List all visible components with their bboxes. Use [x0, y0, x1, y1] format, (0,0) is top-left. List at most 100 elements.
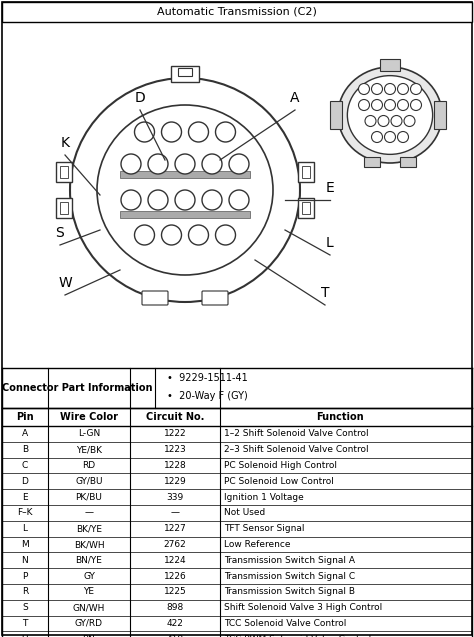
Text: 1223: 1223 — [164, 445, 186, 454]
Text: 898: 898 — [166, 603, 183, 612]
Text: Connector Part Information: Connector Part Information — [2, 383, 153, 393]
Circle shape — [162, 122, 182, 142]
Text: Transmission Switch Signal B: Transmission Switch Signal B — [224, 587, 355, 596]
Bar — [178, 68, 192, 76]
Ellipse shape — [347, 76, 433, 154]
Text: GY: GY — [83, 571, 95, 580]
Text: K: K — [61, 136, 70, 150]
Circle shape — [216, 225, 236, 245]
Text: D: D — [135, 91, 146, 105]
Text: 1–2 Shift Solenoid Valve Control: 1–2 Shift Solenoid Valve Control — [224, 429, 369, 438]
Text: PC Solenoid Low Control: PC Solenoid Low Control — [224, 477, 334, 486]
Text: L-GN: L-GN — [78, 429, 100, 438]
Text: Circuit No.: Circuit No. — [146, 412, 204, 422]
FancyBboxPatch shape — [142, 291, 168, 305]
Circle shape — [410, 83, 421, 94]
Text: A: A — [22, 429, 28, 438]
Circle shape — [189, 225, 209, 245]
Text: 339: 339 — [166, 492, 183, 501]
Text: TFT Sensor Signal: TFT Sensor Signal — [224, 524, 304, 533]
Text: 1228: 1228 — [164, 461, 186, 470]
Text: —: — — [84, 508, 93, 517]
Text: PK/BU: PK/BU — [75, 492, 102, 501]
Text: Transmission Switch Signal A: Transmission Switch Signal A — [224, 556, 355, 565]
Bar — [298, 162, 314, 182]
Bar — [60, 166, 68, 178]
Circle shape — [358, 83, 370, 94]
Circle shape — [372, 99, 383, 110]
Text: 422: 422 — [166, 619, 183, 628]
Circle shape — [175, 190, 195, 210]
Bar — [120, 171, 250, 178]
Circle shape — [398, 83, 409, 94]
Text: P: P — [22, 571, 27, 580]
Text: F–K: F–K — [17, 508, 33, 517]
Text: T: T — [22, 619, 27, 628]
Circle shape — [202, 154, 222, 174]
Text: Function: Function — [316, 412, 364, 422]
Text: W: W — [58, 276, 72, 290]
Text: GN/WH: GN/WH — [73, 603, 105, 612]
Text: —: — — [171, 508, 180, 517]
Text: M: M — [21, 540, 29, 549]
Circle shape — [391, 115, 402, 127]
Circle shape — [121, 154, 141, 174]
Text: 1225: 1225 — [164, 587, 186, 596]
Text: E: E — [326, 181, 334, 195]
Circle shape — [175, 154, 195, 174]
Text: RD: RD — [82, 461, 96, 470]
Text: 418: 418 — [166, 635, 183, 637]
Circle shape — [148, 190, 168, 210]
Text: GY/RD: GY/RD — [75, 619, 103, 628]
Bar — [60, 202, 68, 214]
Bar — [380, 59, 400, 71]
Text: YE/BK: YE/BK — [76, 445, 102, 454]
Circle shape — [121, 190, 141, 210]
Circle shape — [216, 122, 236, 142]
Text: 2762: 2762 — [164, 540, 186, 549]
Text: Transmission Switch Signal C: Transmission Switch Signal C — [224, 571, 355, 580]
Circle shape — [162, 225, 182, 245]
Text: GY/BU: GY/BU — [75, 477, 103, 486]
Bar — [302, 166, 310, 178]
Text: 1224: 1224 — [164, 556, 186, 565]
Circle shape — [398, 99, 409, 110]
Text: Ignition 1 Voltage: Ignition 1 Voltage — [224, 492, 304, 501]
Bar — [298, 198, 314, 218]
Text: 1226: 1226 — [164, 571, 186, 580]
Circle shape — [404, 115, 415, 127]
FancyBboxPatch shape — [202, 291, 228, 305]
Text: Not Used: Not Used — [224, 508, 265, 517]
Bar — [434, 101, 446, 129]
Text: U: U — [22, 635, 28, 637]
Circle shape — [372, 131, 383, 143]
Text: Wire Color: Wire Color — [60, 412, 118, 422]
Text: YE: YE — [83, 587, 94, 596]
Circle shape — [410, 99, 421, 110]
Circle shape — [398, 131, 409, 143]
Text: A: A — [290, 91, 300, 105]
Circle shape — [384, 83, 395, 94]
Text: •  20-Way F (GY): • 20-Way F (GY) — [167, 391, 248, 401]
Circle shape — [135, 122, 155, 142]
Text: 2–3 Shift Solenoid Valve Control: 2–3 Shift Solenoid Valve Control — [224, 445, 369, 454]
Circle shape — [358, 99, 370, 110]
Text: 1227: 1227 — [164, 524, 186, 533]
Circle shape — [148, 154, 168, 174]
Bar — [2, 2, 472, 22]
Bar — [56, 162, 72, 182]
Text: TCC PWM Solenoid Valve Control: TCC PWM Solenoid Valve Control — [224, 635, 371, 637]
Text: Shift Solenoid Valve 3 High Control: Shift Solenoid Valve 3 High Control — [224, 603, 382, 612]
Text: 1222: 1222 — [164, 429, 186, 438]
Circle shape — [378, 115, 389, 127]
Ellipse shape — [338, 67, 442, 163]
Bar — [171, 66, 199, 82]
Text: BK/WH: BK/WH — [73, 540, 104, 549]
Bar — [120, 211, 250, 218]
Text: L: L — [326, 236, 334, 250]
Text: BK/YE: BK/YE — [76, 524, 102, 533]
Text: D: D — [21, 477, 28, 486]
Text: TCC Solenoid Valve Control: TCC Solenoid Valve Control — [224, 619, 346, 628]
Text: 1229: 1229 — [164, 477, 186, 486]
Bar — [364, 157, 380, 167]
